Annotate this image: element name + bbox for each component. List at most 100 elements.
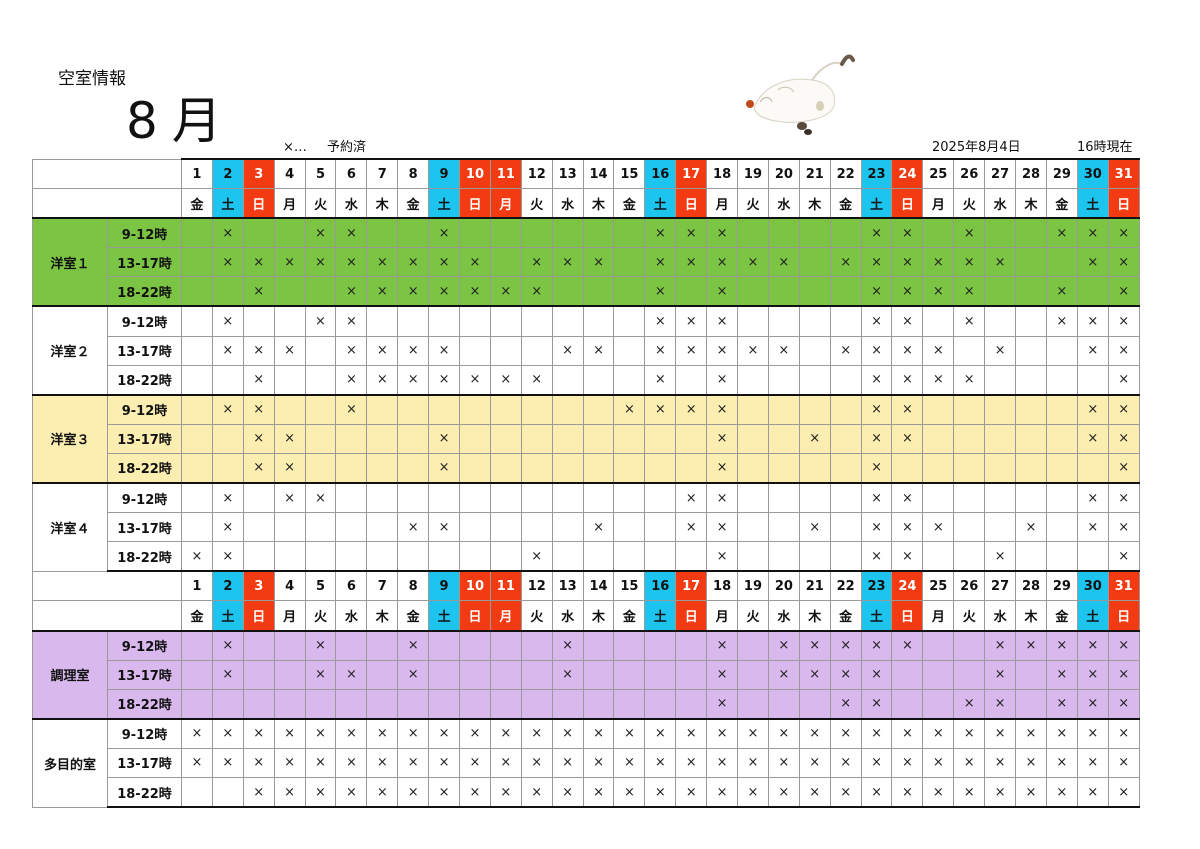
weekday: 土 — [428, 600, 461, 631]
time-slot-row: 洋室４ 9-12時 × × × × × × × × × — [32, 482, 1140, 572]
time-slot-row: 18-22時 × × × × × × — [32, 452, 1140, 485]
booked-cell: × — [953, 688, 986, 720]
booked-cell: × — [613, 747, 646, 778]
available-cell — [304, 364, 337, 396]
booked-cell: × — [706, 217, 739, 249]
available-cell — [829, 541, 862, 573]
booked-cell: × — [428, 423, 461, 454]
available-cell — [737, 659, 769, 690]
booked-cell: × — [582, 335, 615, 366]
available-cell — [767, 688, 800, 720]
available-cell — [273, 305, 306, 337]
booked-cell: × — [397, 776, 430, 809]
available-cell — [489, 482, 522, 514]
available-cell — [520, 629, 553, 661]
booked-cell: × — [366, 335, 399, 366]
available-cell — [737, 512, 769, 543]
available-cell — [181, 364, 213, 396]
available-cell — [984, 217, 1017, 249]
weekday: 火 — [304, 188, 337, 219]
booked-cell: × — [273, 335, 306, 366]
available-cell — [242, 305, 275, 337]
available-cell — [366, 688, 399, 720]
header-spacer — [32, 600, 182, 631]
available-cell — [675, 276, 708, 308]
weekday: 土 — [860, 600, 893, 631]
booked-cell: × — [428, 747, 461, 778]
booked-cell: × — [984, 247, 1017, 278]
booked-cell: × — [366, 247, 399, 278]
day-number: 26 — [953, 570, 986, 602]
weekday: 火 — [737, 188, 769, 219]
room-name: 多目的室 — [32, 717, 108, 808]
available-cell — [520, 335, 553, 366]
available-cell — [551, 305, 584, 337]
booked-cell: × — [860, 688, 893, 720]
booked-cell: × — [459, 747, 491, 778]
booked-cell: × — [1107, 217, 1140, 249]
available-cell — [397, 482, 430, 514]
available-cell — [242, 512, 275, 543]
booked-cell: × — [211, 335, 244, 366]
available-cell — [829, 482, 862, 514]
weekday: 金 — [1045, 600, 1078, 631]
booked-cell: × — [706, 659, 739, 690]
available-cell — [273, 393, 306, 425]
available-cell — [1076, 452, 1109, 485]
booked-cell: × — [366, 717, 399, 749]
available-cell — [582, 305, 615, 337]
booked-cell: × — [644, 776, 677, 809]
weekday: 日 — [675, 188, 708, 219]
booked-cell: × — [211, 482, 244, 514]
booked-cell: × — [1076, 512, 1109, 543]
available-cell — [582, 423, 615, 454]
booked-cell: × — [767, 247, 800, 278]
available-cell — [798, 335, 831, 366]
available-cell — [397, 688, 430, 720]
booked-cell: × — [922, 276, 955, 308]
day-number: 12 — [520, 158, 553, 190]
available-cell — [459, 629, 491, 661]
available-cell — [181, 482, 213, 514]
booked-cell: × — [335, 217, 368, 249]
available-cell — [829, 276, 862, 308]
available-cell — [489, 629, 522, 661]
booked-cell: × — [706, 452, 739, 485]
available-cell — [304, 276, 337, 308]
available-cell — [798, 393, 831, 425]
booked-cell: × — [644, 364, 677, 396]
available-cell — [273, 364, 306, 396]
available-cell — [582, 659, 615, 690]
booked-cell: × — [1045, 276, 1078, 308]
booked-cell: × — [397, 659, 430, 690]
booked-cell: × — [582, 717, 615, 749]
booked-cell: × — [675, 717, 708, 749]
legend-text: 予約済 — [327, 140, 367, 155]
booked-cell: × — [582, 776, 615, 809]
available-cell — [335, 482, 368, 514]
booked-cell: × — [211, 512, 244, 543]
available-cell — [520, 482, 553, 514]
available-cell — [1015, 659, 1047, 690]
booked-cell: × — [242, 393, 275, 425]
weekday: 月 — [273, 188, 306, 219]
available-cell — [273, 217, 306, 249]
available-cell — [582, 452, 615, 485]
booked-cell: × — [459, 247, 491, 278]
weekday: 木 — [1015, 600, 1047, 631]
booked-cell: × — [489, 747, 522, 778]
available-cell — [520, 423, 553, 454]
available-cell — [181, 335, 213, 366]
booked-cell: × — [1076, 717, 1109, 749]
booked-cell: × — [211, 629, 244, 661]
day-number: 14 — [582, 570, 615, 602]
available-cell — [798, 217, 831, 249]
booked-cell: × — [644, 717, 677, 749]
day-number: 2 — [211, 158, 244, 190]
time-slot-row: 13-17時 × × × × × × × × × × × × × × × × × × × × × — [32, 335, 1140, 366]
booked-cell: × — [211, 717, 244, 749]
available-cell — [181, 393, 213, 425]
time-slot-label: 13-17時 — [107, 512, 182, 543]
room-name: 洋室１ — [32, 217, 108, 307]
day-number: 26 — [953, 158, 986, 190]
